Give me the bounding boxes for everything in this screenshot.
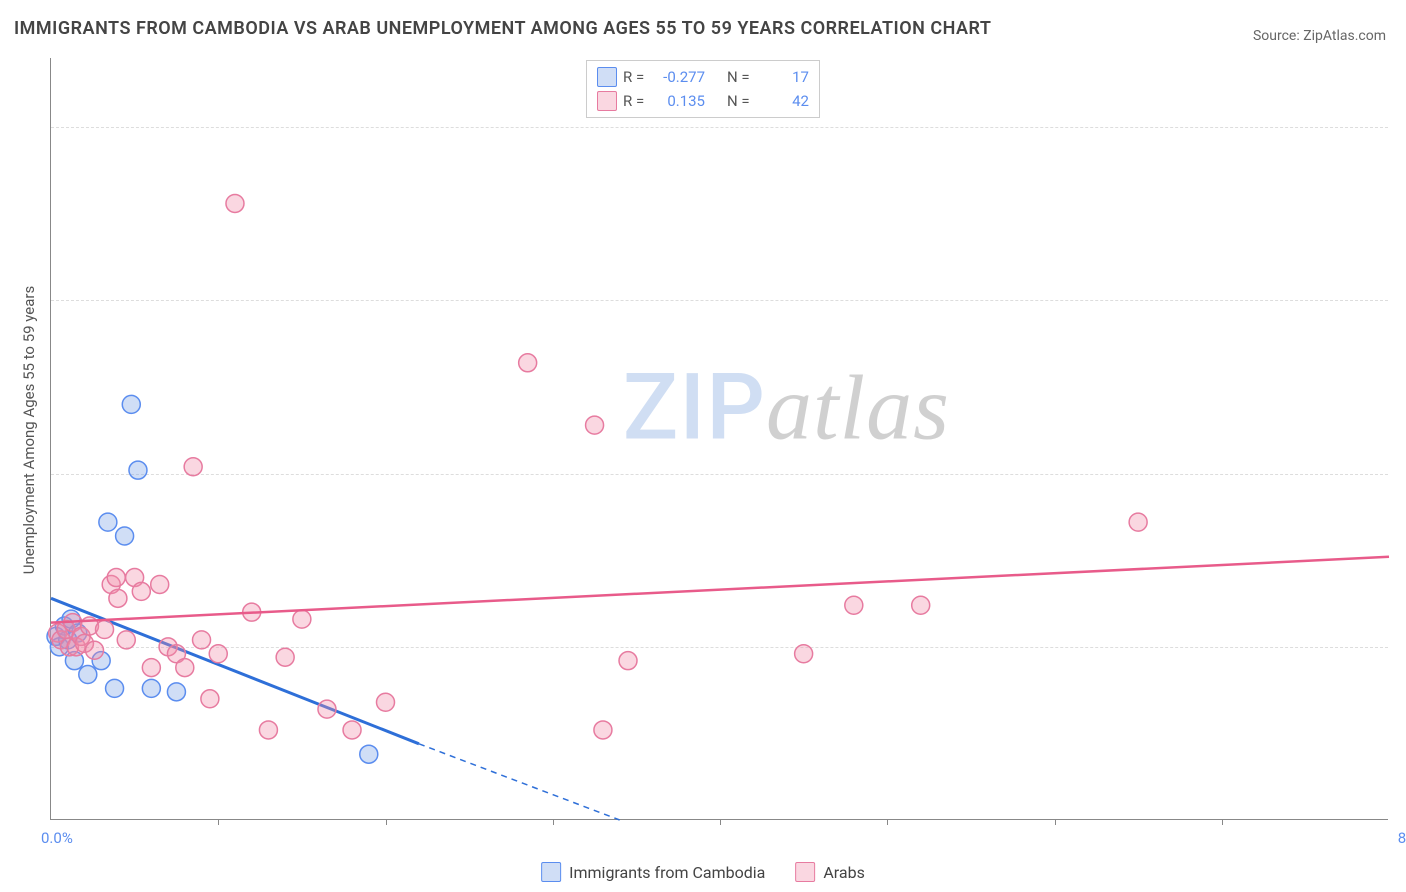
x-max-label: 80.0% <box>1398 829 1406 847</box>
legend-item-arabs: Arabs <box>795 862 865 882</box>
chart-title: IMMIGRANTS FROM CAMBODIA VS ARAB UNEMPLO… <box>14 18 991 39</box>
data-point-arabs <box>226 194 244 212</box>
y-axis-label: Unemployment Among Ages 55 to 59 years <box>20 286 38 574</box>
data-point-arabs <box>96 621 114 639</box>
x-tick <box>720 819 721 825</box>
plot-area: ZIPatlas 0.0% 80.0% 5.0%10.0%15.0%20.0% <box>50 58 1388 820</box>
data-point-arabs <box>117 631 135 649</box>
x-tick <box>887 819 888 825</box>
data-point-arabs <box>586 416 604 434</box>
trendline-arabs <box>51 557 1389 623</box>
data-point-arabs <box>845 596 863 614</box>
swatch-cambodia <box>541 862 561 882</box>
data-point-arabs <box>619 652 637 670</box>
data-point-arabs <box>132 582 150 600</box>
y-tick-label: 5.0% <box>1396 638 1406 656</box>
data-point-arabs <box>912 596 930 614</box>
data-point-cambodia <box>79 666 97 684</box>
data-point-cambodia <box>116 527 134 545</box>
data-point-arabs <box>201 690 219 708</box>
stats-legend: R = -0.277 N = 17 R = 0.135 N = 42 <box>586 60 820 118</box>
data-point-cambodia <box>106 679 124 697</box>
data-point-arabs <box>193 631 211 649</box>
y-tick-label: 20.0% <box>1396 118 1406 136</box>
trendline-extrapolated-cambodia <box>419 744 620 820</box>
legend-label-cambodia: Immigrants from Cambodia <box>569 863 765 882</box>
data-point-arabs <box>377 693 395 711</box>
n-value-cambodia: 17 <box>759 68 809 86</box>
x-tick <box>218 819 219 825</box>
data-point-arabs <box>318 700 336 718</box>
x-tick <box>553 819 554 825</box>
swatch-cambodia <box>597 67 617 87</box>
data-point-cambodia <box>99 513 117 531</box>
data-point-arabs <box>259 721 277 739</box>
data-point-arabs <box>795 645 813 663</box>
legend-label-arabs: Arabs <box>823 863 865 882</box>
data-point-arabs <box>142 659 160 677</box>
data-point-arabs <box>1129 513 1147 531</box>
data-point-cambodia <box>142 679 160 697</box>
data-point-cambodia <box>360 745 378 763</box>
data-point-arabs <box>594 721 612 739</box>
stats-row-arabs: R = 0.135 N = 42 <box>597 89 809 113</box>
series-legend: Immigrants from Cambodia Arabs <box>541 862 865 882</box>
swatch-arabs <box>597 91 617 111</box>
source-attribution: Source: ZipAtlas.com <box>1253 28 1386 44</box>
data-point-arabs <box>276 648 294 666</box>
n-label: N = <box>727 92 753 110</box>
swatch-arabs <box>795 862 815 882</box>
legend-item-cambodia: Immigrants from Cambodia <box>541 862 765 882</box>
x-tick <box>1055 819 1056 825</box>
data-point-arabs <box>109 589 127 607</box>
y-tick-label: 10.0% <box>1396 465 1406 483</box>
data-point-cambodia <box>129 461 147 479</box>
y-tick-label: 15.0% <box>1396 291 1406 309</box>
data-point-cambodia <box>122 395 140 413</box>
r-value-arabs: 0.135 <box>655 92 705 110</box>
n-label: N = <box>727 68 753 86</box>
r-label: R = <box>623 68 649 86</box>
data-point-arabs <box>519 354 537 372</box>
data-point-arabs <box>184 458 202 476</box>
data-point-arabs <box>176 659 194 677</box>
data-point-cambodia <box>167 683 185 701</box>
x-tick <box>1222 819 1223 825</box>
data-point-arabs <box>209 645 227 663</box>
n-value-arabs: 42 <box>759 92 809 110</box>
data-point-arabs <box>107 569 125 587</box>
stats-row-cambodia: R = -0.277 N = 17 <box>597 65 809 89</box>
data-point-arabs <box>293 610 311 628</box>
data-point-arabs <box>151 575 169 593</box>
scatter-svg <box>51 58 1388 819</box>
data-point-arabs <box>85 641 103 659</box>
x-tick <box>386 819 387 825</box>
r-value-cambodia: -0.277 <box>655 68 705 86</box>
data-point-arabs <box>343 721 361 739</box>
r-label: R = <box>623 92 649 110</box>
x-min-label: 0.0% <box>41 829 73 847</box>
